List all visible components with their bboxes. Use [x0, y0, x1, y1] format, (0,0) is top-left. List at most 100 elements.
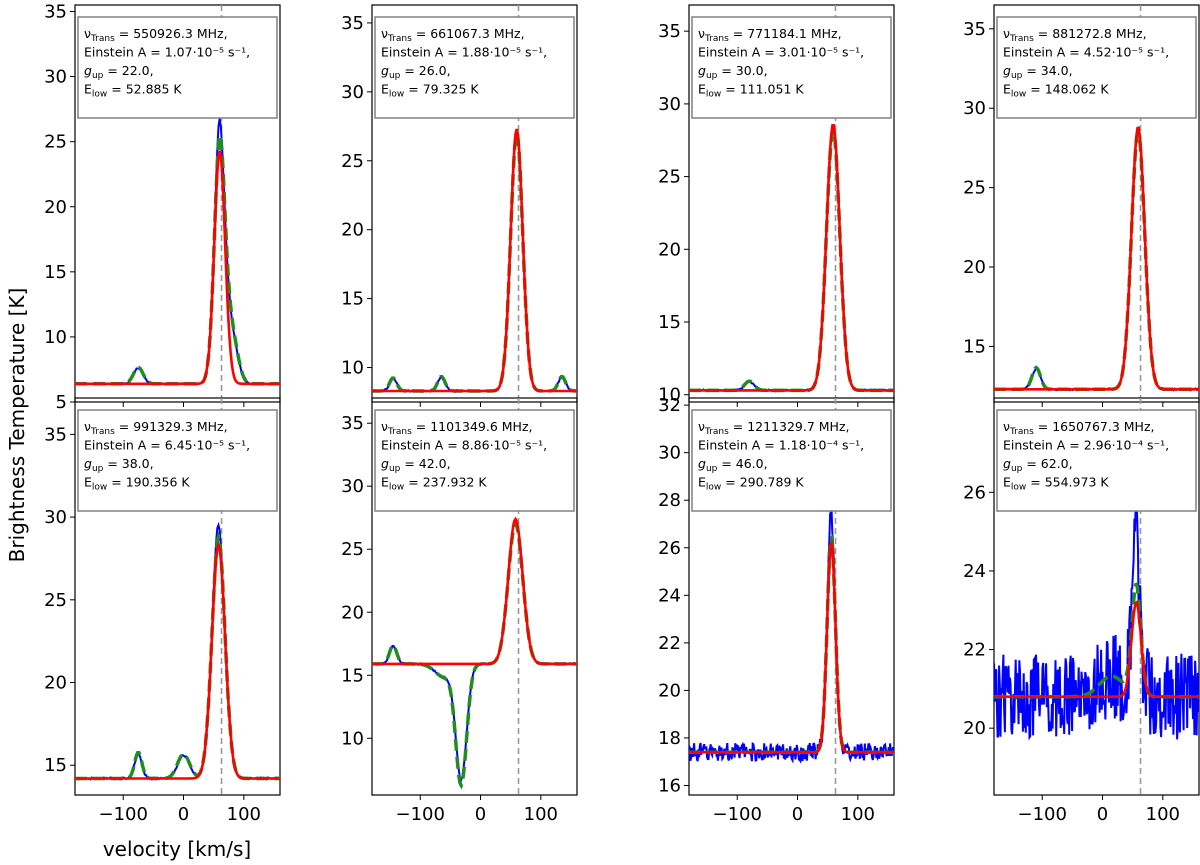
- y-tick-label: 18: [658, 728, 681, 749]
- y-tick-label: 15: [963, 336, 986, 357]
- axes-frame: [688, 397, 895, 796]
- x-tick-label: −100: [713, 804, 762, 825]
- x-tick-label: 0: [1097, 804, 1108, 825]
- observed-spectrum-line: [994, 126, 1199, 392]
- y-tick-label: 28: [658, 490, 681, 511]
- x-tick-label: 0: [475, 804, 486, 825]
- transition-info-line: νTrans = 1211329.7 MHz,: [698, 419, 850, 437]
- y-tick-label: 30: [658, 443, 681, 464]
- y-tick-label: 10: [341, 358, 364, 379]
- observed-spectrum-line: [994, 493, 1199, 741]
- y-tick-label: 24: [658, 585, 681, 606]
- y-tick-label: 20: [963, 257, 986, 278]
- x-tick-label: 0: [178, 804, 189, 825]
- y-tick-label: 25: [341, 151, 364, 172]
- y-tick-label: 25: [44, 590, 67, 611]
- x-tick-label: −100: [99, 804, 148, 825]
- y-tick-label: 30: [341, 476, 364, 497]
- panel-5: 15 20 25 30 35 −100 0 100 νTrans = 991329.3 MHz,…: [44, 397, 281, 825]
- transition-info-line: gup = 34.0,: [1003, 63, 1073, 81]
- y-tick-label: 25: [658, 167, 681, 188]
- axes-frame: [74, 397, 281, 796]
- observed-spectrum-line: [75, 118, 280, 386]
- transition-info-line: Einstein A = 2.96·10⁻⁴ s⁻¹,: [1003, 438, 1169, 453]
- transition-info-line: νTrans = 661067.3 MHz,: [381, 26, 525, 44]
- transition-info-line: Elow = 79.325 K: [381, 82, 479, 100]
- y-tick-label: 20: [44, 197, 67, 218]
- y-tick-label: 15: [341, 665, 364, 686]
- axes-frame: [993, 397, 1200, 796]
- transition-info-line: Elow = 148.062 K: [1003, 82, 1109, 100]
- y-tick-label: 20: [341, 602, 364, 623]
- axes-frame: [74, 4, 281, 403]
- panel-3: 10 15 20 25 30 35 νTrans = 771184.1 MHz,Einste…: [658, 4, 895, 407]
- y-tick-label: 20: [963, 718, 986, 739]
- observed-spectrum-line: [372, 129, 577, 394]
- transition-info-box: [996, 409, 1197, 512]
- transition-info-box: [691, 409, 892, 512]
- transition-info-box: [77, 409, 278, 512]
- y-tick-label: 20: [658, 680, 681, 701]
- transition-info-line: Elow = 190.356 K: [84, 475, 190, 493]
- y-tick-label: 15: [44, 755, 67, 776]
- transition-info-box: [374, 16, 575, 119]
- y-tick-label: 20: [44, 673, 67, 694]
- model-spectrum-line: [689, 533, 894, 754]
- fit-spectrum-line: [689, 124, 894, 392]
- transition-info-line: gup = 62.0,: [1003, 456, 1073, 474]
- y-axis-label: Brightness Temperature [K]: [5, 288, 29, 563]
- transition-info-line: Elow = 290.789 K: [698, 475, 804, 493]
- transition-info-line: Elow = 111.051 K: [698, 82, 804, 100]
- model-spectrum-line: [75, 134, 280, 386]
- transition-info-line: Elow = 554.973 K: [1003, 475, 1109, 493]
- observed-spectrum-line: [75, 521, 280, 781]
- y-tick-label: 15: [341, 289, 364, 310]
- transition-info-box: [996, 16, 1197, 119]
- y-tick-label: 22: [658, 633, 681, 654]
- x-tick-label: 100: [524, 804, 558, 825]
- y-tick-label: 10: [44, 327, 67, 348]
- y-tick-label: 26: [963, 482, 986, 503]
- x-tick-label: 0: [792, 804, 803, 825]
- y-tick-label: 15: [658, 312, 681, 333]
- axes-frame: [371, 397, 578, 796]
- y-tick-label: 20: [341, 220, 364, 241]
- transition-info-line: Elow = 237.932 K: [381, 475, 487, 493]
- panel-7: 16 18 20 22 24 26 28 30 32 −100 0 100 νTrans = 12113…: [658, 395, 895, 825]
- x-tick-label: 100: [841, 804, 875, 825]
- transition-info-line: νTrans = 550926.3 MHz,: [84, 26, 228, 44]
- transition-info-line: Einstein A = 6.45·10⁻⁵ s⁻¹,: [84, 438, 250, 453]
- transition-info-line: νTrans = 991329.3 MHz,: [84, 419, 228, 437]
- y-tick-label: 24: [963, 561, 986, 582]
- y-tick-label: 35: [963, 19, 986, 40]
- fit-spectrum-line: [372, 516, 577, 666]
- model-spectrum-line: [994, 131, 1199, 392]
- transition-info-box: [374, 409, 575, 512]
- panel-1: 5 10 15 20 25 30 35 νTrans = 550926.3 MHz,Einst…: [44, 2, 281, 413]
- y-tick-label: 35: [44, 2, 67, 23]
- transition-info-line: Einstein A = 1.07·10⁻⁵ s⁻¹,: [84, 45, 250, 60]
- model-spectrum-line: [75, 530, 280, 781]
- y-tick-label: 25: [44, 132, 67, 153]
- y-tick-label: 35: [658, 21, 681, 42]
- fit-spectrum-line: [75, 540, 280, 780]
- transition-info-line: Einstein A = 1.18·10⁻⁴ s⁻¹,: [698, 438, 864, 453]
- transition-info-line: νTrans = 771184.1 MHz,: [698, 26, 842, 44]
- y-tick-label: 35: [341, 13, 364, 34]
- transition-info-line: gup = 22.0,: [84, 63, 154, 81]
- transition-info-line: gup = 26.0,: [381, 63, 451, 81]
- transition-info-line: Einstein A = 3.01·10⁻⁵ s⁻¹,: [698, 45, 864, 60]
- y-tick-label: 32: [658, 395, 681, 416]
- y-tick-label: 30: [341, 82, 364, 103]
- y-tick-label: 35: [44, 424, 67, 445]
- x-tick-label: 100: [227, 804, 261, 825]
- y-tick-label: 10: [658, 385, 681, 406]
- transition-info-line: Elow = 52.885 K: [84, 82, 182, 100]
- transition-info-line: Einstein A = 1.88·10⁻⁵ s⁻¹,: [381, 45, 547, 60]
- model-spectrum-line: [372, 520, 577, 790]
- y-tick-label: 30: [658, 94, 681, 115]
- transition-info-line: gup = 46.0,: [698, 456, 768, 474]
- transition-info-box: [77, 16, 278, 119]
